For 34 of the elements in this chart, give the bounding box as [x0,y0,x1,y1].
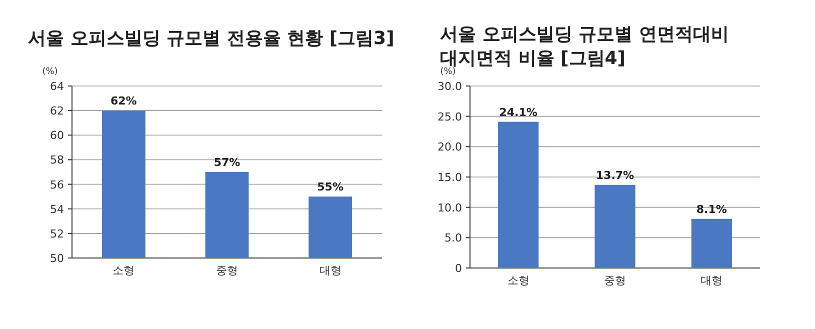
data-label: 13.7% [596,168,634,182]
x-tick-label: 소형 [112,264,135,277]
y-tick-label: 0 [455,262,462,275]
y-tick-label: 20.0 [438,140,462,154]
y-tick-label: 30.0 [438,80,462,93]
y-tick-label: 50 [50,252,64,265]
y-tick-label: 10.0 [438,201,462,214]
data-label: 24.1% [499,106,538,119]
data-label: 57% [214,156,240,169]
bar [498,122,539,268]
y-tick-label: 54 [50,202,64,216]
x-tick-label: 대형 [700,274,723,287]
x-tick-label: 대형 [319,264,342,277]
y-tick-label: 64 [50,80,64,93]
y-tick-label: 56 [50,178,64,192]
x-tick-label: 중형 [604,274,626,287]
chart-title: 서울 오피스빌딩 규모별 연면적대비 대지면적 비율 [그림4] [440,24,729,69]
bar [691,218,732,268]
y-tick-label: 5.0 [444,232,462,245]
y-tick-label: 15.0 [438,171,462,184]
y-tick-label: 25.0 [438,110,462,124]
y-axis-title: (%) [440,67,456,77]
data-label: 62% [110,94,137,108]
y-tick-label: 60 [50,129,64,142]
y-tick-label: 52 [50,227,64,240]
chart-title: 서울 오피스빌딩 규모별 전용율 현황 [그림3] [28,28,394,49]
x-tick-label: 소형 [507,274,530,287]
y-tick-label: 62 [50,104,64,118]
data-label: 55% [317,180,344,194]
y-tick-label: 58 [50,154,64,167]
data-label: 8.1% [696,202,727,216]
bar [594,184,636,268]
y-axis-title: (%) [42,67,58,77]
x-tick-label: 중형 [216,264,238,277]
